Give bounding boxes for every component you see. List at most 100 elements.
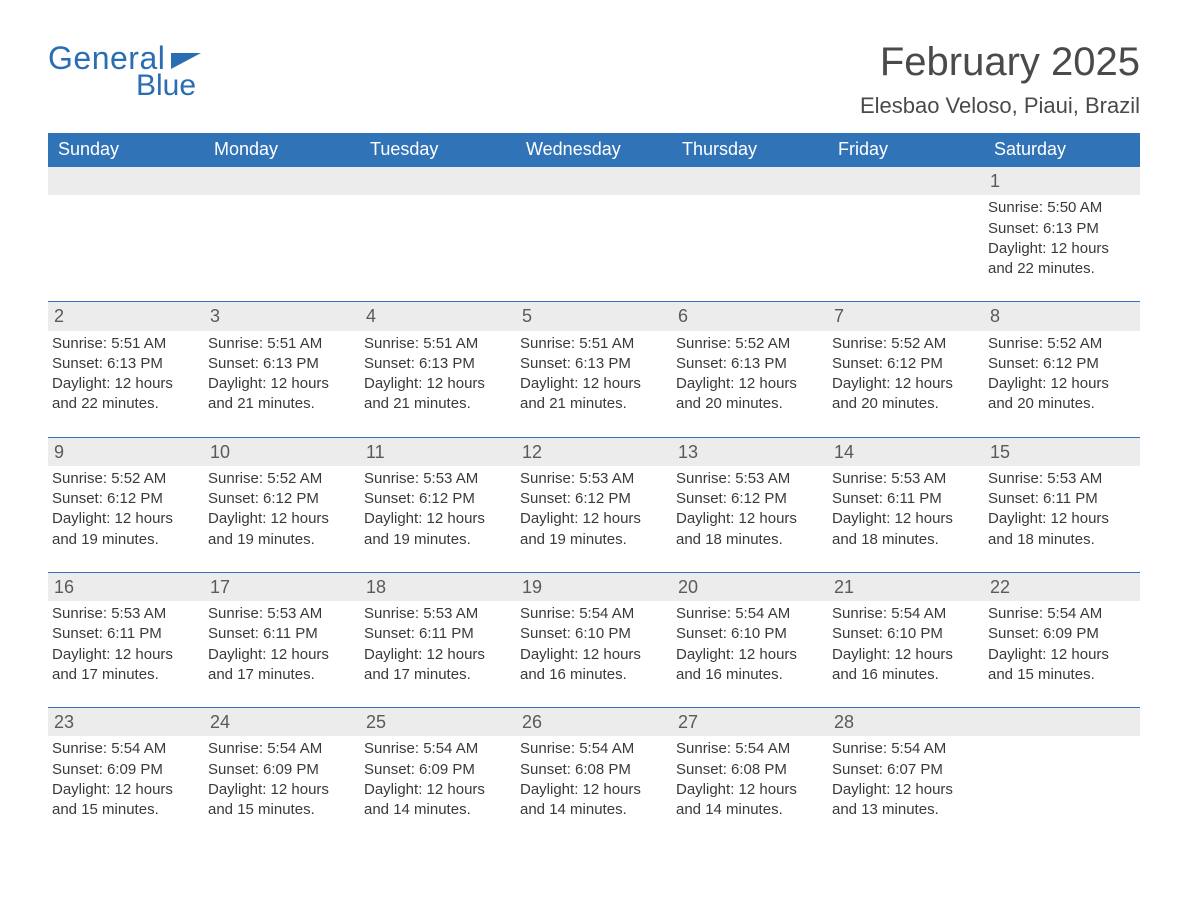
sunrise-line: Sunrise: 5:52 AM xyxy=(832,334,976,354)
sunrise-line: Sunrise: 5:53 AM xyxy=(988,469,1132,489)
day-cell: Sunrise: 5:53 AMSunset: 6:12 PMDaylight:… xyxy=(360,466,516,573)
week-body-row: Sunrise: 5:51 AMSunset: 6:13 PMDaylight:… xyxy=(48,331,1140,438)
daylight-line: Daylight: 12 hours and 15 minutes. xyxy=(208,780,352,821)
day-cell: Sunrise: 5:53 AMSunset: 6:11 PMDaylight:… xyxy=(984,466,1140,573)
day-number: 2 xyxy=(52,302,196,330)
weekday-header: Tuesday xyxy=(360,133,516,167)
sunset-line: Sunset: 6:09 PM xyxy=(52,760,196,780)
sunset-line: Sunset: 6:11 PM xyxy=(364,624,508,644)
day-number-cell: 22 xyxy=(984,572,1140,601)
day-number-cell: 20 xyxy=(672,572,828,601)
day-number-cell: 2 xyxy=(48,302,204,331)
day-cell: Sunrise: 5:53 AMSunset: 6:12 PMDaylight:… xyxy=(672,466,828,573)
weekday-header: Friday xyxy=(828,133,984,167)
day-cell: Sunrise: 5:54 AMSunset: 6:09 PMDaylight:… xyxy=(360,736,516,842)
day-cell: Sunrise: 5:51 AMSunset: 6:13 PMDaylight:… xyxy=(204,331,360,438)
daylight-line: Daylight: 12 hours and 22 minutes. xyxy=(52,374,196,415)
day-number-cell: 13 xyxy=(672,437,828,466)
day-number: 28 xyxy=(832,708,976,736)
sunrise-line: Sunrise: 5:53 AM xyxy=(364,469,508,489)
day-number: 3 xyxy=(208,302,352,330)
weekday-header-row: SundayMondayTuesdayWednesdayThursdayFrid… xyxy=(48,133,1140,167)
day-number-cell xyxy=(48,167,204,196)
sunrise-line: Sunrise: 5:54 AM xyxy=(832,604,976,624)
day-number-cell: 16 xyxy=(48,572,204,601)
daylight-line: Daylight: 12 hours and 22 minutes. xyxy=(988,239,1132,280)
daylight-line: Daylight: 12 hours and 19 minutes. xyxy=(208,509,352,550)
day-cell: Sunrise: 5:54 AMSunset: 6:08 PMDaylight:… xyxy=(672,736,828,842)
sunset-line: Sunset: 6:10 PM xyxy=(676,624,820,644)
daylight-line: Daylight: 12 hours and 19 minutes. xyxy=(520,509,664,550)
week-daynum-row: 1 xyxy=(48,167,1140,196)
daylight-line: Daylight: 12 hours and 16 minutes. xyxy=(520,645,664,686)
day-cell: Sunrise: 5:54 AMSunset: 6:09 PMDaylight:… xyxy=(48,736,204,842)
daylight-line: Daylight: 12 hours and 16 minutes. xyxy=(676,645,820,686)
day-number-cell: 11 xyxy=(360,437,516,466)
day-cell: Sunrise: 5:54 AMSunset: 6:10 PMDaylight:… xyxy=(828,601,984,708)
sunset-line: Sunset: 6:09 PM xyxy=(988,624,1132,644)
sunrise-line: Sunrise: 5:51 AM xyxy=(364,334,508,354)
day-number-cell xyxy=(360,167,516,196)
day-number-cell: 25 xyxy=(360,708,516,737)
weekday-header: Wednesday xyxy=(516,133,672,167)
daylight-line: Daylight: 12 hours and 19 minutes. xyxy=(52,509,196,550)
sunset-line: Sunset: 6:12 PM xyxy=(988,354,1132,374)
day-number: 22 xyxy=(988,573,1132,601)
sunrise-line: Sunrise: 5:54 AM xyxy=(364,739,508,759)
sunset-line: Sunset: 6:13 PM xyxy=(676,354,820,374)
sunset-line: Sunset: 6:13 PM xyxy=(364,354,508,374)
sunset-line: Sunset: 6:12 PM xyxy=(832,354,976,374)
day-number: 19 xyxy=(520,573,664,601)
day-cell: Sunrise: 5:52 AMSunset: 6:12 PMDaylight:… xyxy=(984,331,1140,438)
day-cell: Sunrise: 5:54 AMSunset: 6:09 PMDaylight:… xyxy=(984,601,1140,708)
sunrise-line: Sunrise: 5:53 AM xyxy=(364,604,508,624)
logo-triangle-icon xyxy=(171,53,201,69)
sunset-line: Sunset: 6:12 PM xyxy=(364,489,508,509)
week-daynum-row: 2345678 xyxy=(48,302,1140,331)
day-cell: Sunrise: 5:53 AMSunset: 6:11 PMDaylight:… xyxy=(360,601,516,708)
day-cell: Sunrise: 5:50 AMSunset: 6:13 PMDaylight:… xyxy=(984,195,1140,302)
day-number-cell: 15 xyxy=(984,437,1140,466)
day-number-cell: 5 xyxy=(516,302,672,331)
day-number-cell xyxy=(828,167,984,196)
sunrise-line: Sunrise: 5:54 AM xyxy=(520,604,664,624)
day-number-cell xyxy=(672,167,828,196)
sunrise-line: Sunrise: 5:54 AM xyxy=(832,739,976,759)
day-cell: Sunrise: 5:54 AMSunset: 6:08 PMDaylight:… xyxy=(516,736,672,842)
calendar-table: SundayMondayTuesdayWednesdayThursdayFrid… xyxy=(48,133,1140,842)
sunrise-line: Sunrise: 5:54 AM xyxy=(208,739,352,759)
day-number: 9 xyxy=(52,438,196,466)
day-cell: Sunrise: 5:52 AMSunset: 6:12 PMDaylight:… xyxy=(828,331,984,438)
day-cell: Sunrise: 5:53 AMSunset: 6:12 PMDaylight:… xyxy=(516,466,672,573)
day-cell xyxy=(360,195,516,302)
day-number-cell: 28 xyxy=(828,708,984,737)
day-number-cell: 23 xyxy=(48,708,204,737)
day-number-cell: 7 xyxy=(828,302,984,331)
day-number: 7 xyxy=(832,302,976,330)
sunset-line: Sunset: 6:13 PM xyxy=(520,354,664,374)
sunset-line: Sunset: 6:09 PM xyxy=(208,760,352,780)
daylight-line: Daylight: 12 hours and 18 minutes. xyxy=(988,509,1132,550)
day-number: 17 xyxy=(208,573,352,601)
sunrise-line: Sunrise: 5:51 AM xyxy=(52,334,196,354)
day-cell: Sunrise: 5:52 AMSunset: 6:13 PMDaylight:… xyxy=(672,331,828,438)
daylight-line: Daylight: 12 hours and 18 minutes. xyxy=(832,509,976,550)
day-cell: Sunrise: 5:53 AMSunset: 6:11 PMDaylight:… xyxy=(828,466,984,573)
daylight-line: Daylight: 12 hours and 15 minutes. xyxy=(52,780,196,821)
daylight-line: Daylight: 12 hours and 17 minutes. xyxy=(208,645,352,686)
daylight-line: Daylight: 12 hours and 13 minutes. xyxy=(832,780,976,821)
day-cell: Sunrise: 5:52 AMSunset: 6:12 PMDaylight:… xyxy=(48,466,204,573)
day-number-cell xyxy=(984,708,1140,737)
sunset-line: Sunset: 6:13 PM xyxy=(988,219,1132,239)
day-number: 27 xyxy=(676,708,820,736)
week-body-row: Sunrise: 5:52 AMSunset: 6:12 PMDaylight:… xyxy=(48,466,1140,573)
day-number: 23 xyxy=(52,708,196,736)
weekday-header: Saturday xyxy=(984,133,1140,167)
title-block: February 2025 Elesbao Veloso, Piaui, Bra… xyxy=(860,40,1140,119)
day-number: 5 xyxy=(520,302,664,330)
day-number-cell: 19 xyxy=(516,572,672,601)
day-number: 12 xyxy=(520,438,664,466)
day-cell: Sunrise: 5:54 AMSunset: 6:07 PMDaylight:… xyxy=(828,736,984,842)
day-cell: Sunrise: 5:51 AMSunset: 6:13 PMDaylight:… xyxy=(48,331,204,438)
daylight-line: Daylight: 12 hours and 14 minutes. xyxy=(520,780,664,821)
